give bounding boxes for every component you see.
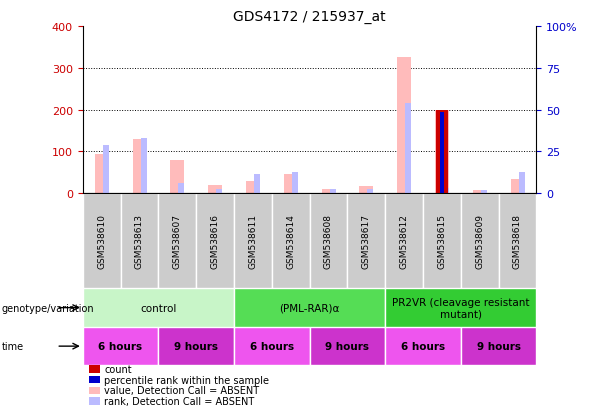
Bar — [170, 160, 184, 194]
Text: GSM538613: GSM538613 — [135, 214, 144, 268]
Bar — [158, 194, 196, 289]
Text: count: count — [104, 364, 132, 374]
Text: GSM538611: GSM538611 — [248, 214, 257, 268]
Bar — [348, 194, 385, 289]
Bar — [385, 194, 423, 289]
Text: GSM538612: GSM538612 — [400, 214, 409, 268]
Bar — [234, 289, 385, 327]
Text: rank, Detection Call = ABSENT: rank, Detection Call = ABSENT — [104, 396, 254, 406]
Bar — [310, 327, 385, 366]
Text: 9 hours: 9 hours — [476, 341, 520, 351]
Text: GSM538616: GSM538616 — [210, 214, 219, 268]
Text: GSM538615: GSM538615 — [437, 214, 446, 268]
Text: GSM538618: GSM538618 — [513, 214, 522, 268]
Text: value, Detection Call = ABSENT: value, Detection Call = ABSENT — [104, 385, 259, 395]
Text: GSM538608: GSM538608 — [324, 214, 333, 268]
Text: 6 hours: 6 hours — [249, 341, 294, 351]
Bar — [498, 194, 536, 289]
Bar — [519, 173, 525, 194]
Bar — [95, 155, 109, 194]
Title: GDS4172 / 215937_at: GDS4172 / 215937_at — [234, 10, 386, 24]
Text: PR2VR (cleavage resistant
mutant): PR2VR (cleavage resistant mutant) — [392, 297, 530, 319]
Text: time: time — [2, 341, 24, 351]
Bar — [330, 190, 335, 194]
Text: 9 hours: 9 hours — [326, 341, 370, 351]
Bar — [436, 110, 447, 194]
Bar — [397, 58, 411, 194]
Text: 6 hours: 6 hours — [99, 341, 143, 351]
Bar — [359, 186, 373, 194]
Bar — [473, 190, 487, 194]
Bar — [322, 190, 335, 194]
Bar — [178, 183, 185, 194]
Bar — [367, 190, 373, 194]
Text: GSM538609: GSM538609 — [475, 214, 484, 268]
Bar — [385, 289, 536, 327]
Text: GSM538607: GSM538607 — [173, 214, 182, 268]
Text: GSM538610: GSM538610 — [97, 214, 106, 268]
Bar — [140, 138, 147, 194]
Bar — [435, 110, 449, 194]
Bar — [284, 175, 297, 194]
Bar — [246, 181, 260, 194]
Text: 9 hours: 9 hours — [174, 341, 218, 351]
Bar — [254, 175, 260, 194]
Bar — [216, 190, 222, 194]
Bar — [461, 194, 498, 289]
Bar — [158, 327, 234, 366]
Bar — [234, 194, 272, 289]
Text: 6 hours: 6 hours — [401, 341, 445, 351]
Bar — [310, 194, 348, 289]
Bar — [423, 194, 461, 289]
Text: percentile rank within the sample: percentile rank within the sample — [104, 375, 269, 385]
Text: genotype/variation: genotype/variation — [2, 303, 94, 313]
Text: GSM538617: GSM538617 — [362, 214, 371, 268]
Bar — [385, 327, 461, 366]
Bar — [121, 194, 158, 289]
Bar — [272, 194, 310, 289]
Bar — [83, 327, 158, 366]
Bar — [461, 327, 536, 366]
Bar — [443, 188, 449, 194]
Bar — [234, 327, 310, 366]
Bar — [440, 112, 444, 194]
Text: control: control — [140, 303, 177, 313]
Bar — [292, 173, 298, 194]
Bar — [511, 179, 524, 194]
Text: GSM538614: GSM538614 — [286, 214, 295, 268]
Bar — [83, 289, 234, 327]
Text: (PML-RAR)α: (PML-RAR)α — [280, 303, 340, 313]
Bar — [103, 146, 109, 194]
Bar — [208, 185, 222, 194]
Bar — [196, 194, 234, 289]
Bar — [481, 191, 487, 194]
Bar — [83, 194, 121, 289]
Bar — [132, 140, 147, 194]
Bar — [405, 104, 411, 194]
